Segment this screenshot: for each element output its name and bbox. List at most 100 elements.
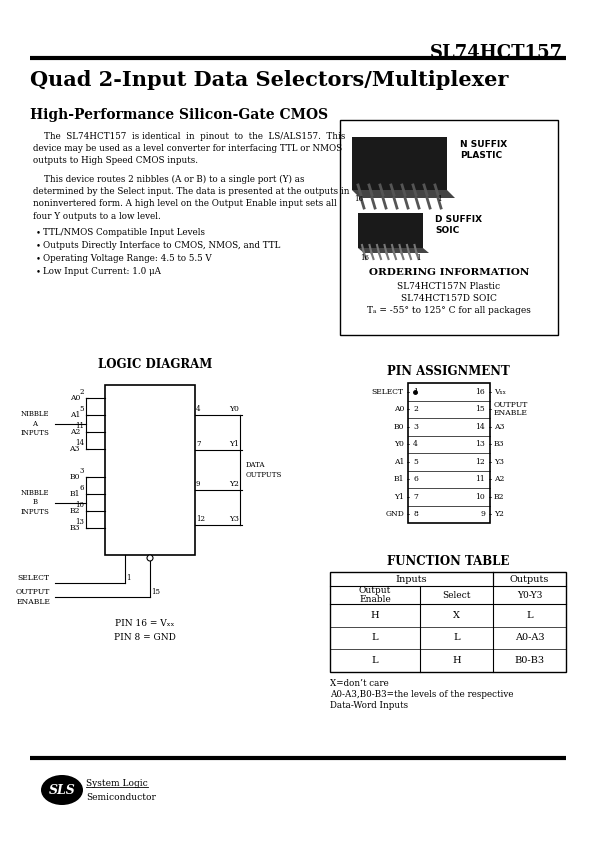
Text: OUTPUT: OUTPUT: [15, 588, 50, 596]
Text: A3: A3: [70, 445, 80, 453]
Text: Semiconductor: Semiconductor: [86, 792, 156, 802]
Bar: [330, 572, 566, 672]
Text: OUTPUT
ENABLE: OUTPUT ENABLE: [494, 402, 529, 418]
Text: 1: 1: [126, 574, 131, 582]
Text: Data-Word Inputs: Data-Word Inputs: [330, 701, 408, 710]
Text: B0: B0: [393, 423, 404, 431]
Text: A1: A1: [393, 458, 404, 466]
Text: SL74HCT157N Plastic: SL74HCT157N Plastic: [398, 282, 501, 291]
Text: A0-A3: A0-A3: [514, 633, 544, 642]
Text: 5: 5: [79, 405, 84, 413]
Text: Y2: Y2: [229, 480, 239, 488]
Text: X: X: [453, 610, 460, 620]
Text: 12: 12: [196, 515, 205, 523]
Text: SELECT: SELECT: [18, 574, 50, 582]
Text: Y0-Y3: Y0-Y3: [517, 590, 542, 600]
Text: D SUFFIX: D SUFFIX: [435, 215, 482, 224]
Text: 6: 6: [413, 475, 418, 483]
Ellipse shape: [147, 555, 153, 561]
Text: •: •: [36, 254, 41, 263]
Bar: [352, 137, 447, 190]
Text: PIN 8 = GND: PIN 8 = GND: [114, 633, 176, 642]
Text: 10: 10: [75, 501, 84, 509]
Text: GND: GND: [385, 510, 404, 518]
Text: 9: 9: [480, 510, 485, 518]
Text: 1: 1: [437, 195, 442, 203]
Text: B3: B3: [69, 524, 80, 532]
Text: 5: 5: [413, 458, 418, 466]
Text: 13: 13: [475, 440, 485, 448]
Text: The  SL74HCT157  is identical  in  pinout  to  the  LS/ALS157.  This
device may : The SL74HCT157 is identical in pinout to…: [33, 132, 345, 165]
Text: A0: A0: [393, 405, 404, 413]
Text: Y0: Y0: [394, 440, 404, 448]
Text: TTL/NMOS Compatible Input Levels: TTL/NMOS Compatible Input Levels: [43, 228, 205, 237]
Text: L: L: [526, 610, 533, 620]
Text: Y2: Y2: [494, 510, 504, 518]
Text: 7: 7: [196, 440, 200, 448]
Text: Outputs: Outputs: [510, 574, 549, 584]
Text: A2: A2: [70, 428, 80, 436]
Text: 13: 13: [75, 518, 84, 526]
Text: 16: 16: [360, 254, 369, 262]
Text: B2: B2: [70, 507, 80, 515]
Text: B1: B1: [70, 490, 80, 498]
Text: A3: A3: [494, 423, 504, 431]
Polygon shape: [358, 248, 429, 253]
Text: B2: B2: [494, 493, 504, 501]
Text: NIBBLE
A
INPUTS: NIBBLE A INPUTS: [21, 410, 49, 437]
Bar: [105, 385, 195, 555]
Text: DATA
OUTPUTS: DATA OUTPUTS: [246, 461, 283, 479]
Bar: [340, 120, 558, 335]
Text: Select: Select: [442, 590, 470, 600]
Text: PIN 16 = Vₓₓ: PIN 16 = Vₓₓ: [115, 619, 175, 628]
Text: Y3: Y3: [494, 458, 504, 466]
Text: PLASTIC: PLASTIC: [460, 151, 502, 160]
Text: •: •: [36, 241, 41, 250]
Text: 2: 2: [79, 388, 84, 396]
Text: •: •: [36, 228, 41, 237]
Text: •: •: [36, 267, 41, 276]
Text: LOGIC DIAGRAM: LOGIC DIAGRAM: [98, 358, 212, 371]
Text: 8: 8: [413, 510, 418, 518]
Text: Quad 2-Input Data Selectors/Multiplexer: Quad 2-Input Data Selectors/Multiplexer: [30, 70, 508, 90]
Text: L: L: [371, 633, 378, 642]
Text: 16: 16: [475, 388, 485, 396]
Text: System Logic: System Logic: [86, 779, 148, 787]
Text: 11: 11: [75, 422, 84, 430]
Bar: [358, 213, 423, 248]
Text: L: L: [371, 656, 378, 665]
Text: 14: 14: [75, 439, 84, 447]
Text: ORDERING INFORMATION: ORDERING INFORMATION: [369, 268, 529, 277]
Text: FUNCTION TABLE: FUNCTION TABLE: [387, 555, 509, 568]
Text: X=don’t care: X=don’t care: [330, 679, 389, 688]
Text: B1: B1: [393, 475, 404, 483]
Text: A0: A0: [70, 394, 80, 402]
Text: Operating Voltage Range: 4.5 to 5.5 V: Operating Voltage Range: 4.5 to 5.5 V: [43, 254, 212, 263]
Text: 15: 15: [475, 405, 485, 413]
Text: Low Input Current: 1.0 μA: Low Input Current: 1.0 μA: [43, 267, 161, 276]
Polygon shape: [352, 190, 455, 198]
Text: 7: 7: [413, 493, 418, 501]
Text: Output
Enable: Output Enable: [359, 586, 391, 605]
Text: 3: 3: [80, 467, 84, 475]
Text: SL74HCT157: SL74HCT157: [430, 44, 563, 62]
Text: High-Performance Silicon-Gate CMOS: High-Performance Silicon-Gate CMOS: [30, 108, 328, 122]
Text: A2: A2: [494, 475, 504, 483]
Text: NIBBLE
B
INPUTS: NIBBLE B INPUTS: [21, 488, 49, 516]
Text: This device routes 2 nibbles (A or B) to a single port (Y) as
determined by the : This device routes 2 nibbles (A or B) to…: [33, 175, 349, 221]
Text: 12: 12: [475, 458, 485, 466]
Text: 1: 1: [413, 388, 418, 396]
Text: B3: B3: [494, 440, 505, 448]
Text: 4: 4: [413, 440, 418, 448]
Text: SLS: SLS: [49, 784, 75, 797]
Text: 6: 6: [79, 484, 84, 492]
Text: Inputs: Inputs: [396, 574, 427, 584]
Text: 1: 1: [417, 254, 421, 262]
Text: PIN ASSIGNMENT: PIN ASSIGNMENT: [387, 365, 510, 378]
Text: Y1: Y1: [394, 493, 404, 501]
Text: H: H: [452, 656, 461, 665]
Text: 14: 14: [475, 423, 485, 431]
Text: SOIC: SOIC: [435, 226, 460, 235]
Text: 9: 9: [196, 480, 200, 488]
Text: Y0: Y0: [229, 405, 239, 413]
